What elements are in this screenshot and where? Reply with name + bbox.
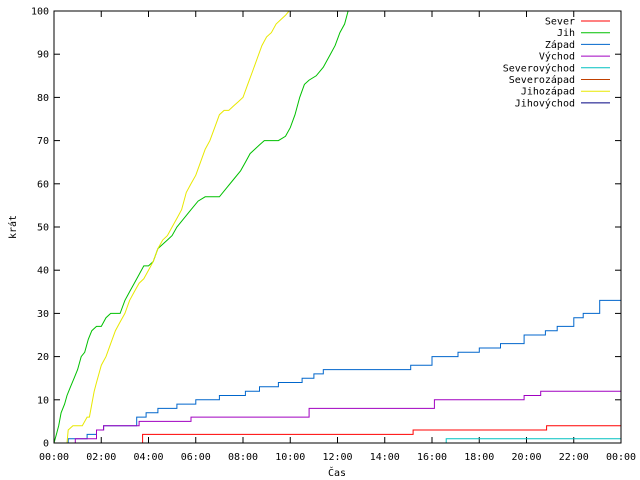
y-tick-label: 30 [37,309,49,320]
y-tick-label: 20 [37,352,49,363]
x-tick-label: 02:00 [86,452,116,463]
legend-label: Východ [539,51,575,63]
x-tick-label: 04:00 [133,452,163,463]
y-tick-label: 100 [31,7,49,18]
series-line-jihozapad [54,10,290,444]
x-tick-label: 00:00 [39,452,69,463]
legend-label: Jihovýchod [515,97,575,109]
legend-label: Jih [557,28,575,39]
series-line-vychod [54,390,621,444]
plot-frame [53,10,622,444]
series-line-jih [53,10,349,444]
x-tick-label: 10:00 [275,452,305,463]
x-tick-label: 22:00 [559,452,589,463]
legend-label: Jihozápad [521,86,575,98]
legend-label: Severozápad [509,74,575,86]
x-tick-label: 12:00 [322,452,352,463]
series-line-sever [54,425,621,444]
y-axis-label: krát [7,215,19,239]
y-tick-label: 90 [37,50,49,61]
x-tick-label: 00:00 [606,452,636,463]
y-tick-label: 50 [37,223,49,234]
y-tick-label: 70 [37,136,49,147]
y-tick-label: 80 [37,93,49,104]
x-tick-label: 08:00 [228,452,258,463]
x-tick-label: 06:00 [181,452,211,463]
y-tick-label: 10 [37,395,49,406]
x-tick-label: 20:00 [511,452,541,463]
y-tick-label: 0 [43,439,49,450]
tick-labels: 0 10 20 30 40 50 60 70 80 90 100 00:00 02:00 04:00 06:… [31,7,636,464]
legend-label: Západ [545,39,575,51]
x-tick-label: 14:00 [370,452,400,463]
y-tick-label: 60 [37,179,49,190]
x-tick-label: 18:00 [464,452,494,463]
x-axis-label: Čas [328,466,346,479]
legend-label: Severovýchod [503,62,575,74]
legend: SeverJihZápadVýchodSeverovýchodSeverozáp… [503,17,610,109]
legend-label: Sever [545,17,575,28]
x-tick-label: 16:00 [417,452,447,463]
y-tick-label: 40 [37,266,49,277]
series-line-zapad [54,299,621,444]
